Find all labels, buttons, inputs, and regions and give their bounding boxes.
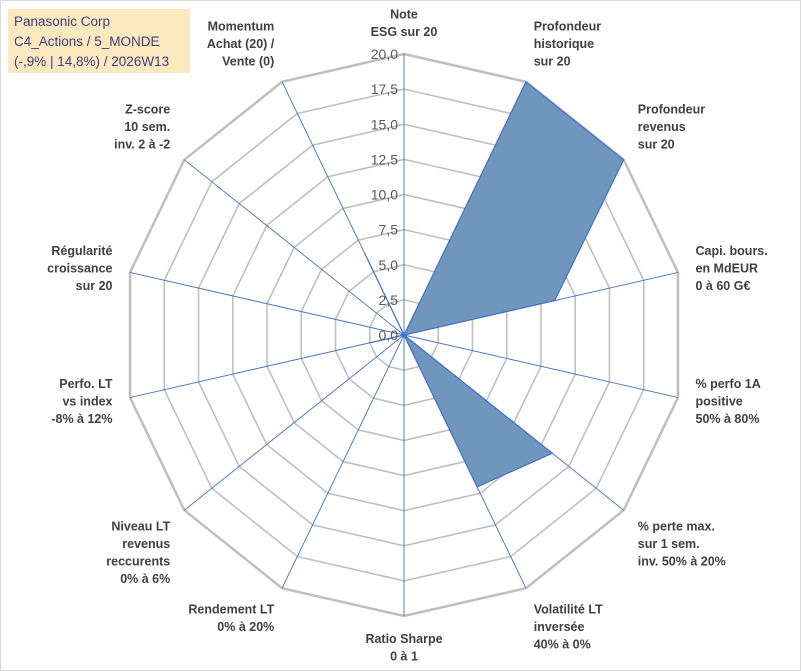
axis-label: 0% à 6%	[120, 572, 170, 586]
info-portfolio: C4_Actions / 5_MONDE	[14, 34, 160, 49]
tick-label: 10,0	[371, 187, 398, 203]
axis-label: 0% à 20%	[217, 620, 274, 634]
axis-label: Profondeur	[638, 103, 705, 117]
axis-label: historique	[534, 37, 594, 51]
tick-label: 20,0	[371, 46, 398, 62]
axis-label: % perfo 1A	[696, 377, 761, 391]
axis-label: vs index	[62, 395, 112, 409]
axis-label: inv. 2 à -2	[114, 138, 170, 152]
axis-label: revenus	[638, 120, 686, 134]
axis-label: Ratio Sharpe	[365, 632, 442, 646]
axis-label: Perfo. LT	[59, 377, 113, 391]
tick-label: 17,5	[371, 81, 398, 97]
axis-label: Rendement LT	[188, 602, 274, 616]
tick-label: 5,0	[379, 257, 399, 273]
spoke-line	[129, 334, 405, 398]
axis-label: Régularité	[51, 244, 112, 258]
axis-label: sur 20	[534, 55, 571, 69]
axis-label: ESG sur 20	[371, 25, 438, 39]
axis-label: 10 sem.	[124, 120, 170, 134]
axis-label: inversée	[534, 620, 585, 634]
axis-label: sur 20	[76, 279, 113, 293]
axis-label: Note	[390, 8, 418, 22]
tick-label: 0,0	[379, 327, 399, 343]
axis-label: Vente (0)	[222, 55, 274, 69]
axis-label: revenus	[122, 537, 170, 551]
spoke-line	[403, 334, 679, 398]
axis-label: Volatilité LT	[534, 602, 603, 616]
axis-label: 50% à 80%	[696, 412, 760, 426]
axis-label: Profondeur	[534, 20, 601, 34]
axis-label: 40% à 0%	[534, 637, 591, 651]
axis-label: Z-score	[125, 103, 170, 117]
axis-label: 0 à 1	[390, 650, 418, 664]
axis-label: sur 20	[638, 138, 675, 152]
axis-label: Achat (20) /	[207, 37, 275, 51]
spoke-line	[184, 159, 405, 336]
axis-label: croissance	[47, 261, 112, 275]
axis-label: en MdEUR	[696, 261, 759, 275]
axis-label: positive	[696, 395, 743, 409]
info-company: Panasonic Corp	[14, 14, 111, 29]
tick-label: 2,5	[379, 292, 399, 308]
axis-label: Momentum	[208, 20, 275, 34]
axis-label: Niveau LT	[111, 519, 170, 533]
spoke-line	[184, 334, 405, 511]
tick-label: 7,5	[379, 222, 399, 238]
axis-label: inv. 50% à 20%	[638, 554, 726, 568]
axis-label: -8% à 12%	[51, 412, 112, 426]
tick-label: 12,5	[371, 151, 398, 167]
axis-label: 0 à 60 G€	[696, 279, 751, 293]
spoke-line	[281, 334, 405, 589]
spoke-line	[129, 272, 405, 336]
axis-label: sur 1 sem.	[638, 537, 700, 551]
info-period: (-,9% | 14,8%) / 2026W13	[14, 54, 170, 69]
axis-label: reccurents	[106, 554, 170, 568]
info-box: Panasonic Corp C4_Actions / 5_MONDE (-,9…	[8, 9, 190, 73]
data-area	[363, 80, 625, 488]
axis-label: % perte max.	[638, 519, 715, 533]
axis-label: Capi. bours.	[696, 244, 768, 258]
tick-label: 15,0	[371, 116, 398, 132]
